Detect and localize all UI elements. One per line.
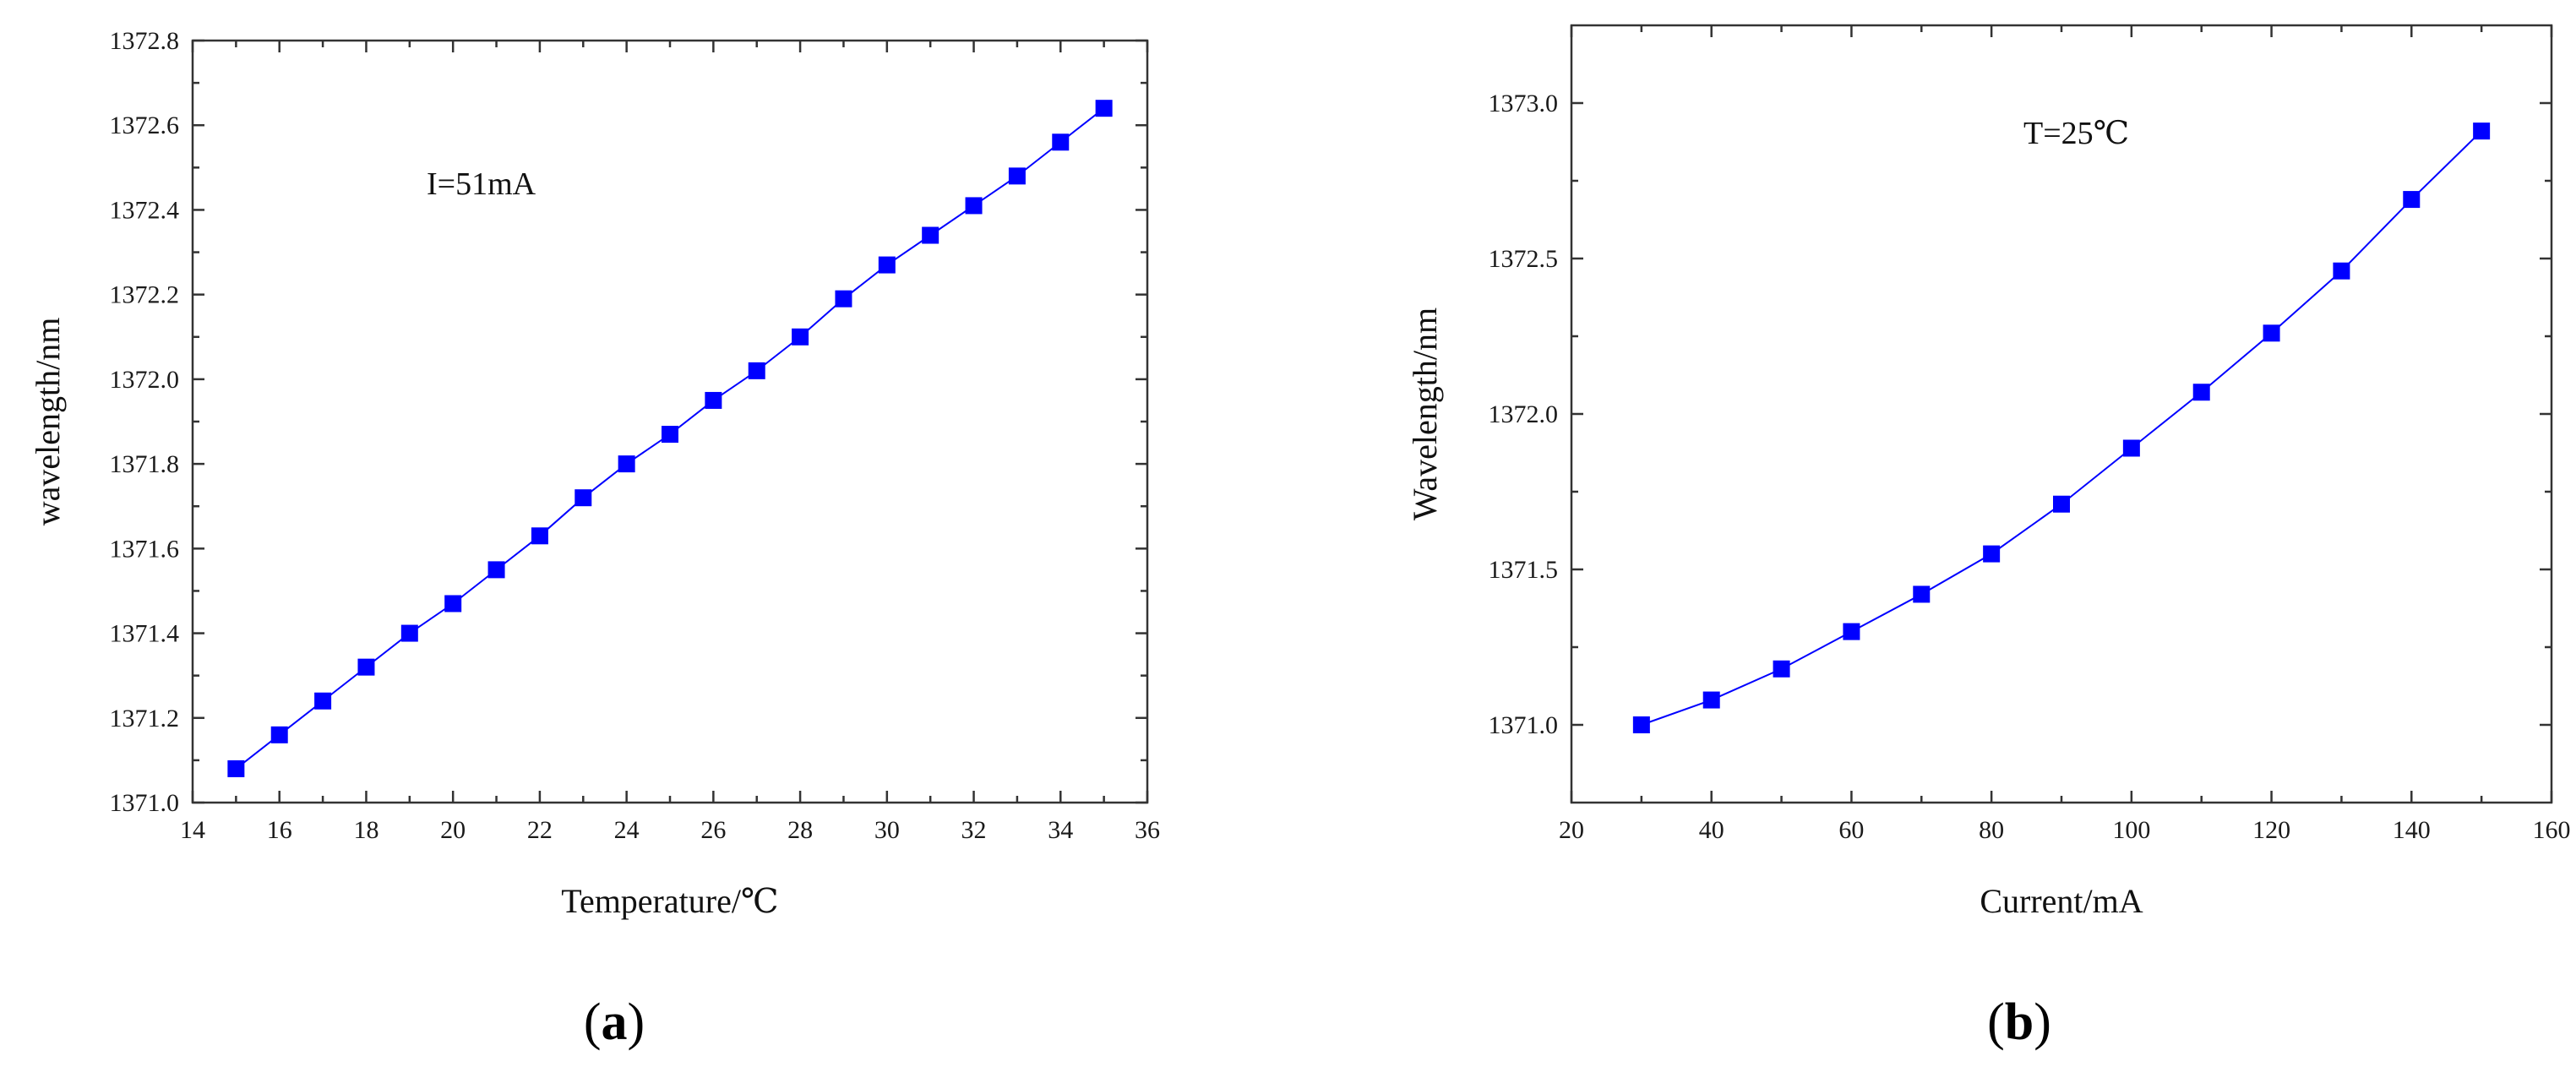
x-tick-label: 160 [2533, 816, 2571, 844]
data-point [400, 624, 418, 642]
data-point [705, 391, 722, 409]
data-point [314, 692, 332, 710]
panel-letter: b [2005, 994, 2034, 1051]
data-point [357, 658, 375, 676]
x-tick-label: 20 [440, 816, 466, 844]
data-point [227, 760, 245, 777]
data-point [444, 595, 462, 612]
x-tick-label: 28 [787, 816, 813, 844]
data-point [965, 197, 983, 215]
data-point [1632, 716, 1650, 733]
y-tick-label: 1371.0 [1489, 711, 1559, 739]
data-point [835, 290, 852, 308]
data-point [1702, 691, 1720, 709]
y-tick-label: 1371.0 [110, 789, 180, 817]
data-point [662, 426, 678, 444]
x-tick-label: 30 [874, 816, 900, 844]
y-axis-title: wavelength/nm [29, 318, 67, 526]
panel-letter: a [602, 994, 628, 1051]
data-point [1843, 623, 1860, 640]
data-point [1008, 167, 1026, 185]
data-point [487, 561, 505, 579]
data-point [878, 256, 896, 274]
data-point [1095, 100, 1113, 117]
y-tick-label: 1372.2 [110, 281, 180, 309]
x-tick-label: 22 [527, 816, 553, 844]
x-axis-title: Current/mA [1980, 882, 2143, 920]
x-tick-label: 18 [353, 816, 379, 844]
y-tick-label: 1372.6 [110, 112, 180, 139]
y-tick-label: 1372.8 [110, 27, 180, 55]
y-tick-label: 1371.6 [110, 535, 180, 563]
data-point [618, 455, 635, 473]
annotation: T=25℃ [2023, 116, 2129, 151]
data-point [1773, 660, 1790, 678]
data-point [2192, 384, 2210, 401]
x-tick-label: 24 [614, 816, 640, 844]
x-tick-label: 16 [267, 816, 292, 844]
plot-frame [191, 39, 1149, 804]
x-tick-label: 32 [961, 816, 987, 844]
x-tick-label: 120 [2252, 816, 2290, 844]
data-point [2333, 262, 2350, 280]
data-point [1983, 545, 2001, 563]
x-tick-label: 80 [1979, 816, 2004, 844]
data-point [2122, 439, 2140, 457]
data-point [1913, 585, 1931, 603]
x-tick-label: 14 [180, 816, 205, 844]
x-tick-label: 36 [1135, 816, 1160, 844]
panel-label: (b) [1987, 994, 2051, 1051]
series-line [1641, 130, 2482, 726]
y-tick-label: 1372.5 [1489, 245, 1559, 273]
data-point [1052, 133, 1070, 151]
data-point [575, 489, 592, 507]
chart-panel-a: 14 16 18 20 22 24 26 28 30 32 34 36 1371.0 1371.2 1371… [29, 27, 1160, 1051]
x-tick-label: 100 [2112, 816, 2150, 844]
x-tick-label: 34 [1048, 816, 1073, 844]
data-point [2053, 495, 2070, 513]
annotation: I=51mA [427, 166, 536, 202]
data-point [2403, 191, 2421, 209]
x-tick-label: 60 [1838, 816, 1864, 844]
y-tick-label: 1371.2 [110, 705, 180, 732]
y-tick-label: 1371.4 [110, 620, 180, 648]
y-axis-title: Wavelength/nm [1406, 308, 1444, 520]
data-point [2473, 122, 2491, 140]
y-tick-label: 1372.0 [1489, 400, 1559, 428]
x-tick-label: 40 [1699, 816, 1724, 844]
data-point [792, 328, 809, 346]
y-tick-label: 1371.8 [110, 450, 180, 478]
x-tick-label: 26 [700, 816, 726, 844]
x-axis-title: Temperature/℃ [561, 882, 778, 920]
data-point [922, 226, 939, 244]
y-tick-label: 1372.4 [110, 196, 180, 224]
chart-panel-b: 20 40 60 80 100 120 140 160 1371.0 1371.5 1372.0 13… [1406, 24, 2571, 1051]
panel-label: (a) [584, 994, 645, 1051]
x-tick-label: 20 [1559, 816, 1584, 844]
data-point [748, 362, 765, 379]
data-point [270, 726, 288, 743]
y-tick-label: 1371.5 [1489, 556, 1559, 584]
y-tick-label: 1372.0 [110, 366, 180, 394]
x-tick-label: 140 [2393, 816, 2431, 844]
data-point [2263, 324, 2280, 342]
y-tick-label: 1373.0 [1489, 90, 1559, 117]
data-point [531, 527, 548, 545]
